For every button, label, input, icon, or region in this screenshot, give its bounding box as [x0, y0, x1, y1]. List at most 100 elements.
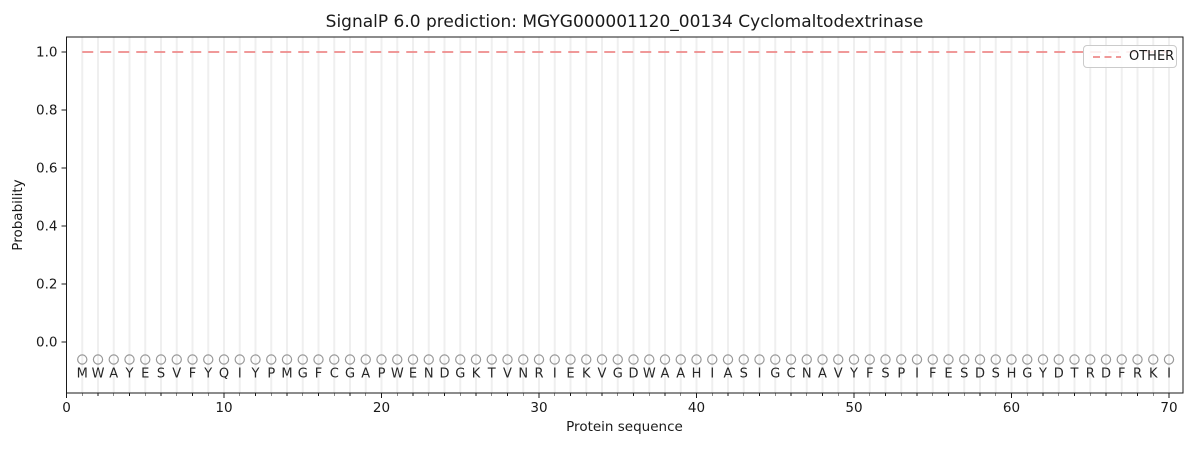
- residue-marker: [549, 354, 560, 365]
- residue-letter: G: [613, 367, 623, 382]
- residue-letter: Y: [125, 367, 134, 382]
- residue-marker: [1069, 354, 1080, 365]
- residue-marker: [770, 354, 781, 365]
- residue-marker: [297, 354, 308, 365]
- residue-letter: K: [1149, 367, 1158, 382]
- residue-letter: N: [518, 367, 528, 382]
- residue-letter: I: [915, 367, 919, 382]
- x-tick-label: 20: [373, 400, 390, 416]
- residue-marker: [1100, 354, 1112, 365]
- residue-marker: [266, 354, 277, 365]
- residue-letter: D: [1054, 367, 1064, 382]
- residue-marker: [360, 354, 371, 365]
- residue-letter: P: [267, 367, 275, 382]
- residue-marker: [722, 354, 734, 365]
- residue-letter: D: [975, 367, 985, 382]
- residue-letter: N: [802, 367, 812, 382]
- residue-letter: E: [944, 367, 952, 382]
- residue-letter: I: [1167, 367, 1171, 382]
- residue-letter: P: [897, 367, 905, 382]
- residue-letter: G: [298, 367, 308, 382]
- residue-letter: A: [818, 367, 827, 382]
- residue-letter: E: [409, 367, 417, 382]
- residue-marker: [581, 354, 592, 365]
- residue-marker: [1148, 354, 1159, 365]
- residue-letter: A: [676, 367, 685, 382]
- residue-letter: T: [487, 367, 496, 382]
- axes-frame: [66, 36, 1184, 394]
- legend-dashed-line-icon: [1093, 55, 1121, 58]
- residue-marker: [738, 354, 749, 365]
- residue-letter: N: [424, 367, 434, 382]
- residue-letter: A: [109, 367, 118, 382]
- residue-letter: P: [378, 367, 386, 382]
- y-tick-label: 0.0: [36, 335, 57, 351]
- residue-letter: K: [582, 367, 591, 382]
- residue-marker: [848, 354, 860, 365]
- x-tick-label: 10: [215, 400, 232, 416]
- residue-letter: W: [92, 367, 105, 382]
- residue-letter: Y: [849, 367, 858, 382]
- residue-letter: R: [1086, 367, 1095, 382]
- x-tick-label: 60: [1003, 400, 1020, 416]
- residue-letter: W: [391, 367, 404, 382]
- residue-marker: [1116, 354, 1127, 365]
- residue-marker: [896, 354, 907, 365]
- residue-letter: G: [455, 367, 465, 382]
- legend-label-other: OTHER: [1129, 49, 1175, 64]
- residue-marker: [171, 354, 182, 365]
- residue-marker: [691, 354, 702, 365]
- residue-letter: V: [503, 367, 512, 382]
- y-tick-label: 0.8: [36, 103, 57, 119]
- residue-letter: D: [1101, 367, 1111, 382]
- residue-marker: [1163, 354, 1175, 365]
- residue-marker: [817, 354, 828, 365]
- residue-marker: [990, 354, 1001, 365]
- residue-marker: [187, 354, 198, 365]
- residue-marker: [502, 354, 513, 365]
- residue-marker: [329, 354, 340, 365]
- residue-letter: I: [758, 367, 762, 382]
- x-tick-label: 30: [530, 400, 547, 416]
- residue-marker: [675, 354, 686, 365]
- residue-letter: R: [1133, 367, 1142, 382]
- residue-marker: [376, 354, 387, 365]
- residue-letter: F: [866, 367, 873, 382]
- residue-marker: [1022, 354, 1033, 365]
- residue-letter: G: [345, 367, 355, 382]
- residue-marker: [250, 354, 261, 365]
- x-tick-label: 50: [845, 400, 862, 416]
- y-tick-label: 0.4: [36, 219, 57, 235]
- residue-letter: F: [929, 367, 936, 382]
- residue-letter: F: [189, 367, 196, 382]
- residue-marker: [974, 354, 986, 365]
- residue-marker: [140, 354, 151, 365]
- residue-marker: [628, 354, 639, 365]
- residue-letter: G: [770, 367, 780, 382]
- residue-letter: K: [472, 367, 481, 382]
- residue-letter: A: [361, 367, 370, 382]
- residue-marker: [533, 354, 545, 365]
- residue-letter: C: [330, 367, 339, 382]
- residue-marker: [155, 354, 167, 365]
- x-axis-label: Protein sequence: [566, 419, 683, 435]
- residue-letter: M: [281, 367, 292, 382]
- residue-marker: [1006, 354, 1017, 365]
- residue-marker: [234, 354, 245, 365]
- residue-marker: [612, 354, 623, 365]
- residue-letter: Y: [203, 367, 212, 382]
- residue-letter: E: [141, 367, 149, 382]
- residue-marker: [659, 354, 671, 365]
- residue-marker: [864, 354, 875, 365]
- residue-letter: E: [566, 367, 574, 382]
- y-tick-label: 1.0: [36, 45, 57, 61]
- y-tick-label: 0.6: [36, 161, 57, 177]
- residue-marker: [281, 354, 293, 365]
- residue-letter: I: [710, 367, 714, 382]
- residue-letter: W: [643, 367, 656, 382]
- residue-marker: [439, 354, 450, 365]
- residue-marker: [486, 354, 497, 365]
- residue-letter: V: [598, 367, 607, 382]
